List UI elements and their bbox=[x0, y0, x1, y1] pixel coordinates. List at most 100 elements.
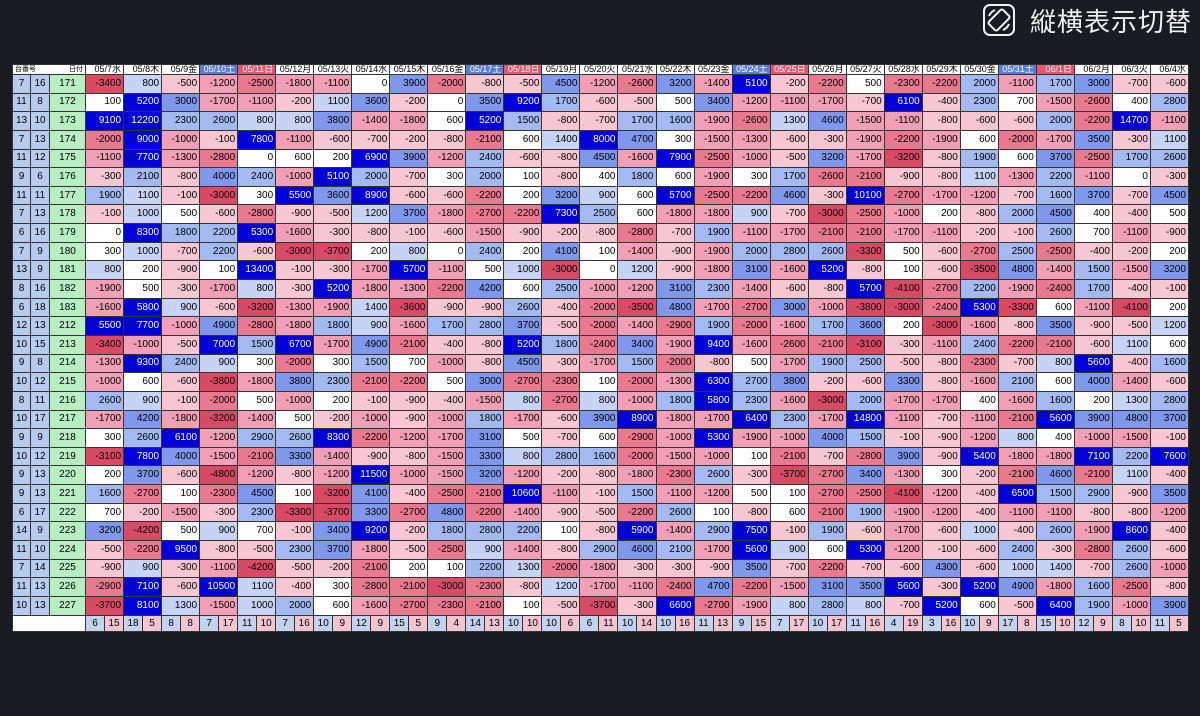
data-cell[interactable]: 0 bbox=[85, 223, 125, 243]
data-cell[interactable]: 1100 bbox=[313, 92, 353, 113]
data-cell[interactable]: 200 bbox=[921, 204, 961, 225]
date-header[interactable]: 06/1日 bbox=[1035, 64, 1075, 75]
data-cell[interactable]: -1400 bbox=[503, 540, 543, 560]
data-cell[interactable]: 2800 bbox=[769, 241, 809, 262]
data-cell[interactable]: -1000 bbox=[1111, 595, 1151, 617]
data-cell[interactable]: -1400 bbox=[617, 241, 657, 262]
data-cell[interactable]: -1400 bbox=[313, 446, 353, 467]
data-cell[interactable]: -1800 bbox=[237, 372, 277, 392]
data-cell[interactable]: 1300 bbox=[503, 558, 543, 579]
data-cell[interactable]: -200 bbox=[123, 502, 163, 523]
data-cell[interactable]: -1800 bbox=[579, 558, 619, 579]
data-cell[interactable]: 1800 bbox=[541, 334, 581, 355]
data-cell[interactable]: -1900 bbox=[845, 129, 885, 150]
machine-number[interactable]: 222 bbox=[48, 502, 87, 523]
data-cell[interactable]: -600 bbox=[503, 148, 543, 169]
data-cell[interactable]: -1500 bbox=[693, 129, 733, 150]
data-cell[interactable]: 3800 bbox=[275, 372, 315, 392]
data-cell[interactable]: 100 bbox=[275, 484, 315, 504]
data-cell[interactable]: 5200 bbox=[313, 279, 353, 299]
data-cell[interactable]: 900 bbox=[465, 540, 505, 560]
date-header[interactable]: 05/10土 bbox=[199, 64, 239, 75]
data-cell[interactable]: 800 bbox=[503, 446, 543, 467]
machine-number[interactable]: 225 bbox=[48, 558, 87, 579]
data-cell[interactable]: 8600 bbox=[1111, 521, 1151, 542]
data-cell[interactable]: 1500 bbox=[237, 334, 277, 355]
data-cell[interactable]: -700 bbox=[997, 353, 1037, 374]
data-cell[interactable]: -1700 bbox=[693, 297, 733, 318]
data-cell[interactable]: -800 bbox=[731, 502, 771, 523]
data-cell[interactable]: -1300 bbox=[883, 465, 923, 486]
data-cell[interactable]: -1100 bbox=[921, 223, 961, 243]
data-cell[interactable]: 100 bbox=[883, 260, 923, 281]
data-cell[interactable]: -1500 bbox=[1035, 92, 1075, 113]
data-cell[interactable]: -400 bbox=[427, 334, 467, 355]
data-cell[interactable]: -900 bbox=[389, 390, 429, 411]
data-cell[interactable]: -1100 bbox=[427, 260, 467, 281]
data-cell[interactable]: 600 bbox=[997, 148, 1037, 169]
data-cell[interactable]: -600 bbox=[161, 465, 201, 486]
data-cell[interactable]: 1300 bbox=[161, 595, 201, 617]
data-cell[interactable]: -2200 bbox=[617, 502, 657, 523]
data-cell[interactable]: 2200 bbox=[1111, 446, 1151, 467]
data-cell[interactable]: 1600 bbox=[579, 446, 619, 467]
data-cell[interactable]: -2100 bbox=[1035, 334, 1075, 355]
data-cell[interactable]: -500 bbox=[579, 502, 619, 523]
data-cell[interactable]: -500 bbox=[541, 316, 581, 336]
data-cell[interactable]: 11500 bbox=[351, 465, 391, 486]
data-cell[interactable]: -100 bbox=[579, 484, 619, 504]
data-cell[interactable]: -2000 bbox=[997, 129, 1037, 150]
data-cell[interactable]: -4100 bbox=[883, 279, 923, 299]
data-cell[interactable]: -1500 bbox=[655, 446, 695, 467]
data-cell[interactable]: -300 bbox=[161, 558, 201, 579]
data-cell[interactable]: 4800 bbox=[655, 297, 695, 318]
data-cell[interactable]: 6700 bbox=[275, 334, 315, 355]
data-cell[interactable]: 2800 bbox=[465, 521, 505, 542]
data-cell[interactable]: -1000 bbox=[389, 465, 429, 486]
data-cell[interactable]: 5200 bbox=[465, 111, 505, 131]
data-cell[interactable]: 900 bbox=[579, 185, 619, 206]
data-cell[interactable]: -2700 bbox=[921, 279, 961, 299]
data-cell[interactable]: 3200 bbox=[85, 521, 125, 542]
data-cell[interactable]: -1500 bbox=[1111, 260, 1151, 281]
data-cell[interactable]: -600 bbox=[921, 241, 961, 262]
machine-number[interactable]: 217 bbox=[48, 409, 87, 430]
data-cell[interactable]: 0 bbox=[579, 260, 619, 281]
data-cell[interactable]: 600 bbox=[123, 372, 163, 392]
machine-number[interactable]: 175 bbox=[48, 148, 87, 169]
data-cell[interactable]: 0 bbox=[1111, 167, 1151, 187]
data-cell[interactable]: 2800 bbox=[1149, 390, 1189, 411]
data-cell[interactable]: -200 bbox=[769, 74, 809, 94]
data-cell[interactable]: -2600 bbox=[807, 167, 847, 187]
data-cell[interactable]: 900 bbox=[731, 204, 771, 225]
data-cell[interactable]: 2500 bbox=[579, 204, 619, 225]
data-cell[interactable]: 1800 bbox=[427, 521, 467, 542]
data-cell[interactable]: 500 bbox=[427, 372, 467, 392]
data-cell[interactable]: -3700 bbox=[313, 502, 353, 523]
data-cell[interactable]: -100 bbox=[351, 390, 391, 411]
data-cell[interactable]: -900 bbox=[655, 260, 695, 281]
data-cell[interactable]: -1300 bbox=[85, 353, 125, 374]
data-cell[interactable]: 1000 bbox=[123, 204, 163, 225]
data-cell[interactable]: -1700 bbox=[199, 92, 239, 113]
data-cell[interactable]: 1100 bbox=[123, 185, 163, 206]
data-cell[interactable]: 10500 bbox=[199, 577, 239, 597]
data-cell[interactable]: 2600 bbox=[199, 111, 239, 131]
data-cell[interactable]: -700 bbox=[845, 558, 885, 579]
data-cell[interactable]: -1100 bbox=[85, 148, 125, 169]
data-cell[interactable]: 2400 bbox=[465, 148, 505, 169]
data-cell[interactable]: 2000 bbox=[1035, 111, 1075, 131]
data-cell[interactable]: 3700 bbox=[1073, 185, 1113, 206]
data-cell[interactable]: -800 bbox=[161, 167, 201, 187]
data-cell[interactable]: 200 bbox=[1073, 390, 1113, 411]
data-cell[interactable]: -2800 bbox=[237, 204, 277, 225]
data-cell[interactable]: -2700 bbox=[389, 502, 429, 523]
data-cell[interactable]: 600 bbox=[1149, 334, 1189, 355]
data-cell[interactable]: 0 bbox=[237, 148, 277, 169]
data-cell[interactable]: -600 bbox=[769, 129, 809, 150]
data-cell[interactable]: 5800 bbox=[693, 390, 733, 411]
data-cell[interactable]: 3300 bbox=[351, 502, 391, 523]
data-cell[interactable]: -1200 bbox=[389, 428, 429, 448]
data-cell[interactable]: -2100 bbox=[465, 595, 505, 617]
data-cell[interactable]: -900 bbox=[1073, 316, 1113, 336]
